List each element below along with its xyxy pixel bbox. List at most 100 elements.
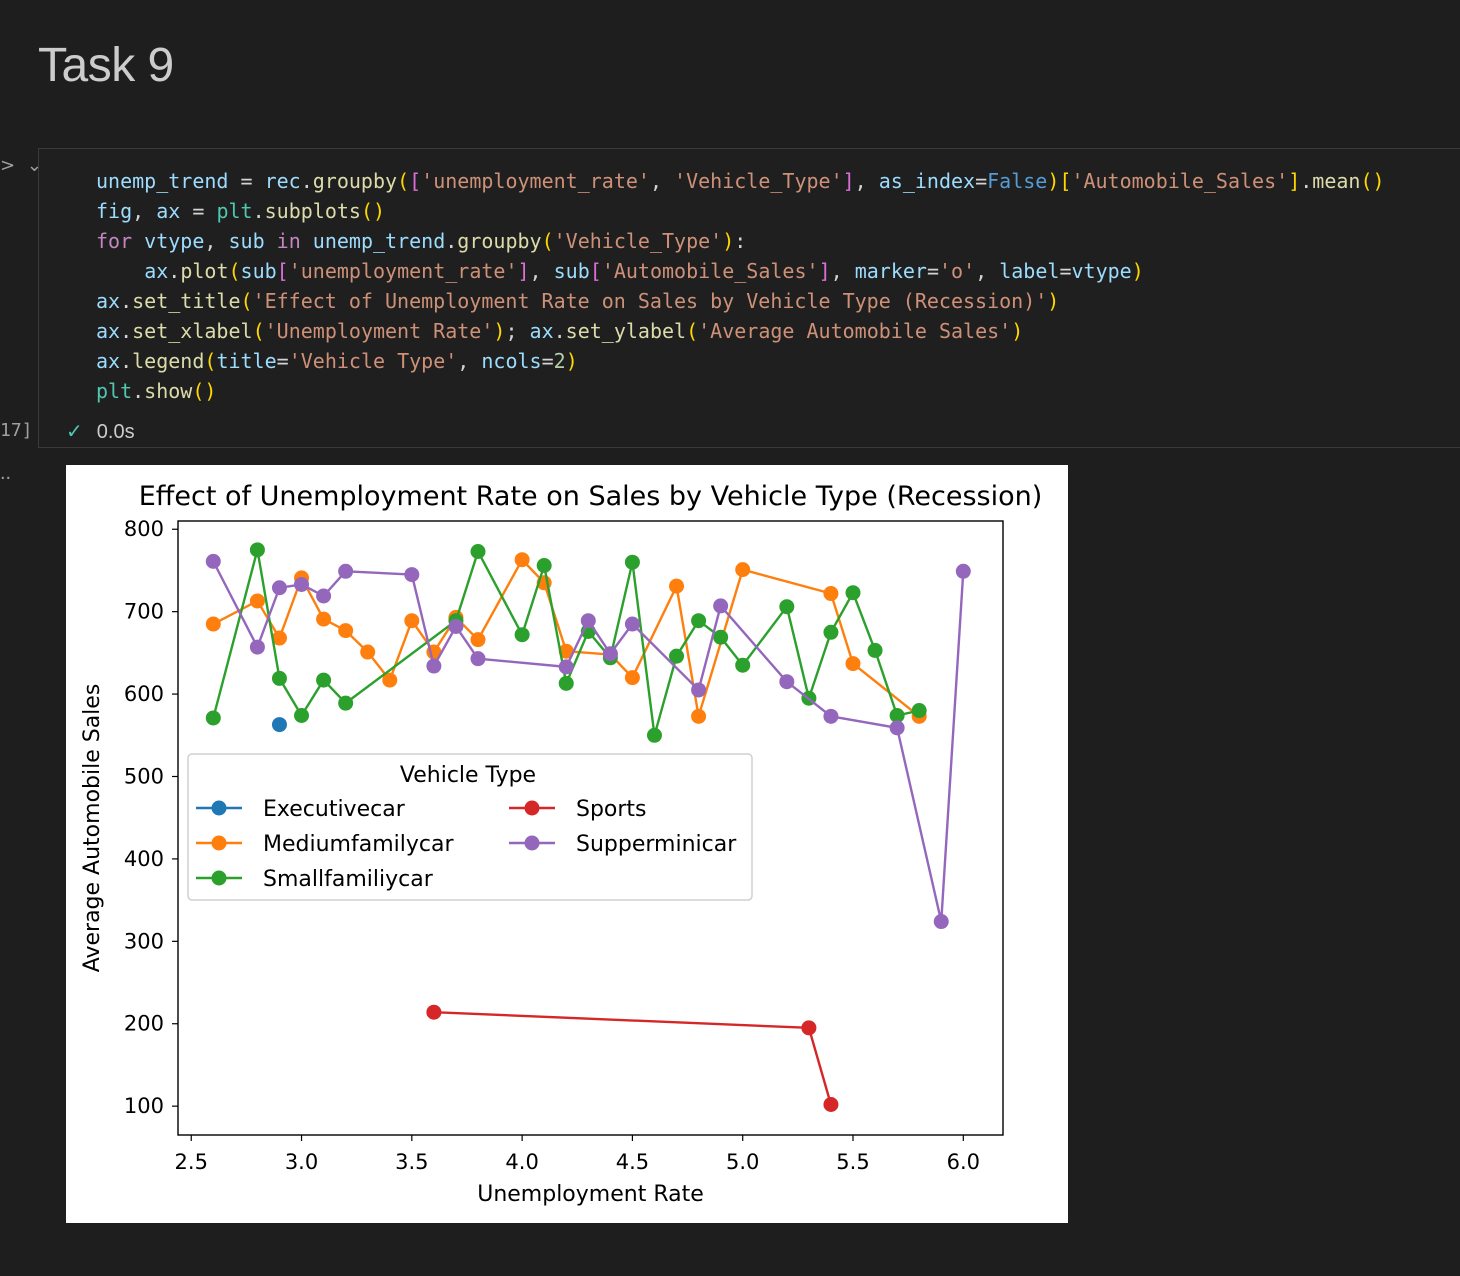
data-point [249, 542, 265, 558]
code-editor[interactable]: unemp_trend = rec.groupby(['unemployment… [96, 166, 1385, 406]
legend-title: Vehicle Type [400, 763, 536, 788]
data-point [867, 642, 883, 658]
x-tick-label: 4.5 [616, 1150, 649, 1174]
data-point [470, 632, 486, 648]
data-point [271, 670, 287, 686]
data-point [646, 727, 662, 743]
x-tick-label: 2.5 [175, 1150, 208, 1174]
line-chart: Effect of Unemployment Rate on Sales by … [80, 481, 1043, 1207]
code-line[interactable]: ax.legend(title='Vehicle Type', ncols=2) [96, 349, 578, 373]
data-point [470, 651, 486, 667]
data-point [514, 627, 530, 643]
data-point [933, 914, 949, 930]
data-point [669, 648, 685, 664]
data-point [448, 618, 464, 634]
plot-output: Effect of Unemployment Rate on Sales by … [66, 465, 1068, 1223]
data-point [779, 674, 795, 690]
data-point [404, 613, 420, 629]
data-point [205, 616, 221, 632]
plot-area-frame [177, 520, 1004, 1136]
code-cell[interactable]: unemp_trend = rec.groupby(['unemployment… [38, 148, 1460, 448]
data-point [713, 629, 729, 645]
data-point [271, 580, 287, 596]
data-point [316, 672, 332, 688]
code-line[interactable]: plt.show() [96, 379, 217, 403]
data-point [360, 644, 376, 660]
legend-marker [524, 835, 540, 851]
data-point [558, 659, 574, 675]
x-tick-label: 5.5 [836, 1150, 869, 1174]
y-tick-label: 200 [124, 1012, 164, 1036]
data-point [713, 598, 729, 614]
data-point [845, 656, 861, 672]
data-point [624, 554, 640, 570]
data-point [271, 630, 287, 646]
execution-count: 17] [0, 420, 33, 441]
data-point [470, 543, 486, 559]
data-point [426, 1004, 442, 1020]
y-tick-label: 500 [124, 764, 164, 788]
code-line[interactable]: ax.set_xlabel('Unemployment Rate'); ax.s… [96, 319, 1024, 343]
data-point [823, 586, 839, 602]
data-point [889, 708, 905, 724]
data-point [205, 710, 221, 726]
execution-time: 0.0s [96, 421, 135, 443]
data-point [823, 708, 839, 724]
legend-entry: Sports [576, 797, 647, 822]
code-line[interactable]: ax.plot(sub['unemployment_rate'], sub['A… [144, 259, 1144, 283]
code-line[interactable]: fig, ax = plt.subplots() [96, 199, 386, 223]
legend-marker [211, 800, 227, 816]
data-point [249, 639, 265, 655]
data-point [580, 613, 596, 629]
y-tick-label: 400 [124, 847, 164, 871]
data-point [691, 708, 707, 724]
code-line[interactable]: ax.set_title('Effect of Unemployment Rat… [96, 289, 1060, 313]
data-point [514, 552, 530, 568]
data-point [669, 578, 685, 594]
data-point [338, 563, 354, 579]
chart-title: Effect of Unemployment Rate on Sales by … [139, 481, 1043, 512]
markdown-heading: Task 9 [38, 39, 174, 92]
data-point [955, 563, 971, 579]
data-point [558, 643, 574, 659]
legend-entry: Smallfamiliycar [263, 867, 434, 892]
data-point [382, 672, 398, 688]
data-point [845, 585, 861, 601]
x-axis-label: Unemployment Rate [477, 1182, 704, 1207]
x-tick-label: 5.0 [726, 1150, 759, 1174]
y-tick-label: 600 [124, 682, 164, 706]
data-point [316, 611, 332, 627]
legend-marker [211, 870, 227, 886]
data-point [889, 720, 905, 736]
code-line[interactable]: for vtype, sub in unemp_trend.groupby('V… [96, 229, 747, 253]
data-point [536, 558, 552, 574]
x-tick-label: 3.5 [395, 1150, 428, 1174]
checkmark-icon: ✓ [66, 419, 83, 443]
data-point [691, 613, 707, 629]
legend-marker [524, 800, 540, 816]
data-point [404, 567, 420, 583]
x-tick-label: 3.0 [285, 1150, 318, 1174]
legend-marker [211, 835, 227, 851]
data-point [691, 682, 707, 698]
chevron-right-icon[interactable]: > [0, 155, 16, 176]
legend-entry: Supperminicar [576, 832, 737, 857]
legend-box [187, 753, 753, 901]
y-axis-label: Average Automobile Sales [80, 684, 105, 973]
data-point [735, 657, 751, 673]
data-point [294, 576, 310, 592]
data-point [779, 599, 795, 615]
y-tick-label: 800 [124, 517, 164, 541]
data-point [624, 670, 640, 686]
data-point [558, 675, 574, 691]
data-point [801, 1020, 817, 1036]
series-line [433, 1011, 833, 1105]
output-prompt[interactable]: .. [0, 462, 12, 484]
code-line[interactable]: unemp_trend = rec.groupby(['unemployment… [96, 169, 1385, 193]
data-point [735, 562, 751, 578]
data-point [823, 1097, 839, 1113]
data-point [602, 646, 618, 662]
legend-entry: Executivecar [263, 797, 406, 822]
cell-collapse-chevrons[interactable]: > ⌄ [0, 155, 42, 176]
x-tick-label: 4.0 [505, 1150, 538, 1174]
